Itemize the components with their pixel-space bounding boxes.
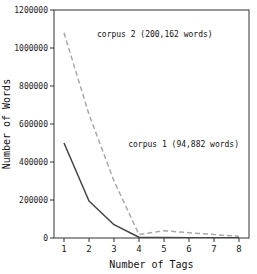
chart: 1 2 3 4 5 6 7 8 0 200000 400000 600000 800000 1000000… [0,0,257,274]
y-tick-label: 1200000 [14,6,48,15]
x-tick [214,238,215,242]
y-tick-label: 1000000 [14,44,48,53]
y-tick [50,200,54,201]
x-tick-label: 7 [211,244,216,254]
x-tick-label: 5 [161,244,166,254]
x-tick-label: 4 [136,244,141,254]
x-tick-label: 3 [111,244,116,254]
series-line [64,143,239,238]
x-tick [164,238,165,242]
plot-frame [54,10,249,238]
x-tick-label: 6 [186,244,191,254]
y-tick [50,86,54,87]
x-tick [64,238,65,242]
x-tick [189,238,190,242]
x-tick-label: 8 [236,244,241,254]
y-tick [50,48,54,49]
x-tick [139,238,140,242]
series-label: corpus 1 (94,882 words) [128,140,239,149]
y-tick-label: 600000 [19,120,48,129]
series-line [64,33,239,236]
plot-lines [64,33,239,238]
y-axis-label: Number of Words [1,79,12,169]
x-tick [114,238,115,242]
x-tick-label: 1 [61,244,66,254]
y-tick-label: 400000 [19,158,48,167]
y-tick [50,238,54,239]
x-tick [89,238,90,242]
x-tick [239,238,240,242]
series-label: corpus 2 (200,162 words) [97,30,213,39]
x-tick-label: 2 [86,244,91,254]
y-tick-label: 200000 [19,196,48,205]
y-tick [50,162,54,163]
y-tick [50,124,54,125]
y-tick [50,10,54,11]
y-tick-label: 800000 [19,82,48,91]
x-axis-label: Number of Tags [109,259,193,270]
y-tick-label: 0 [43,234,48,243]
